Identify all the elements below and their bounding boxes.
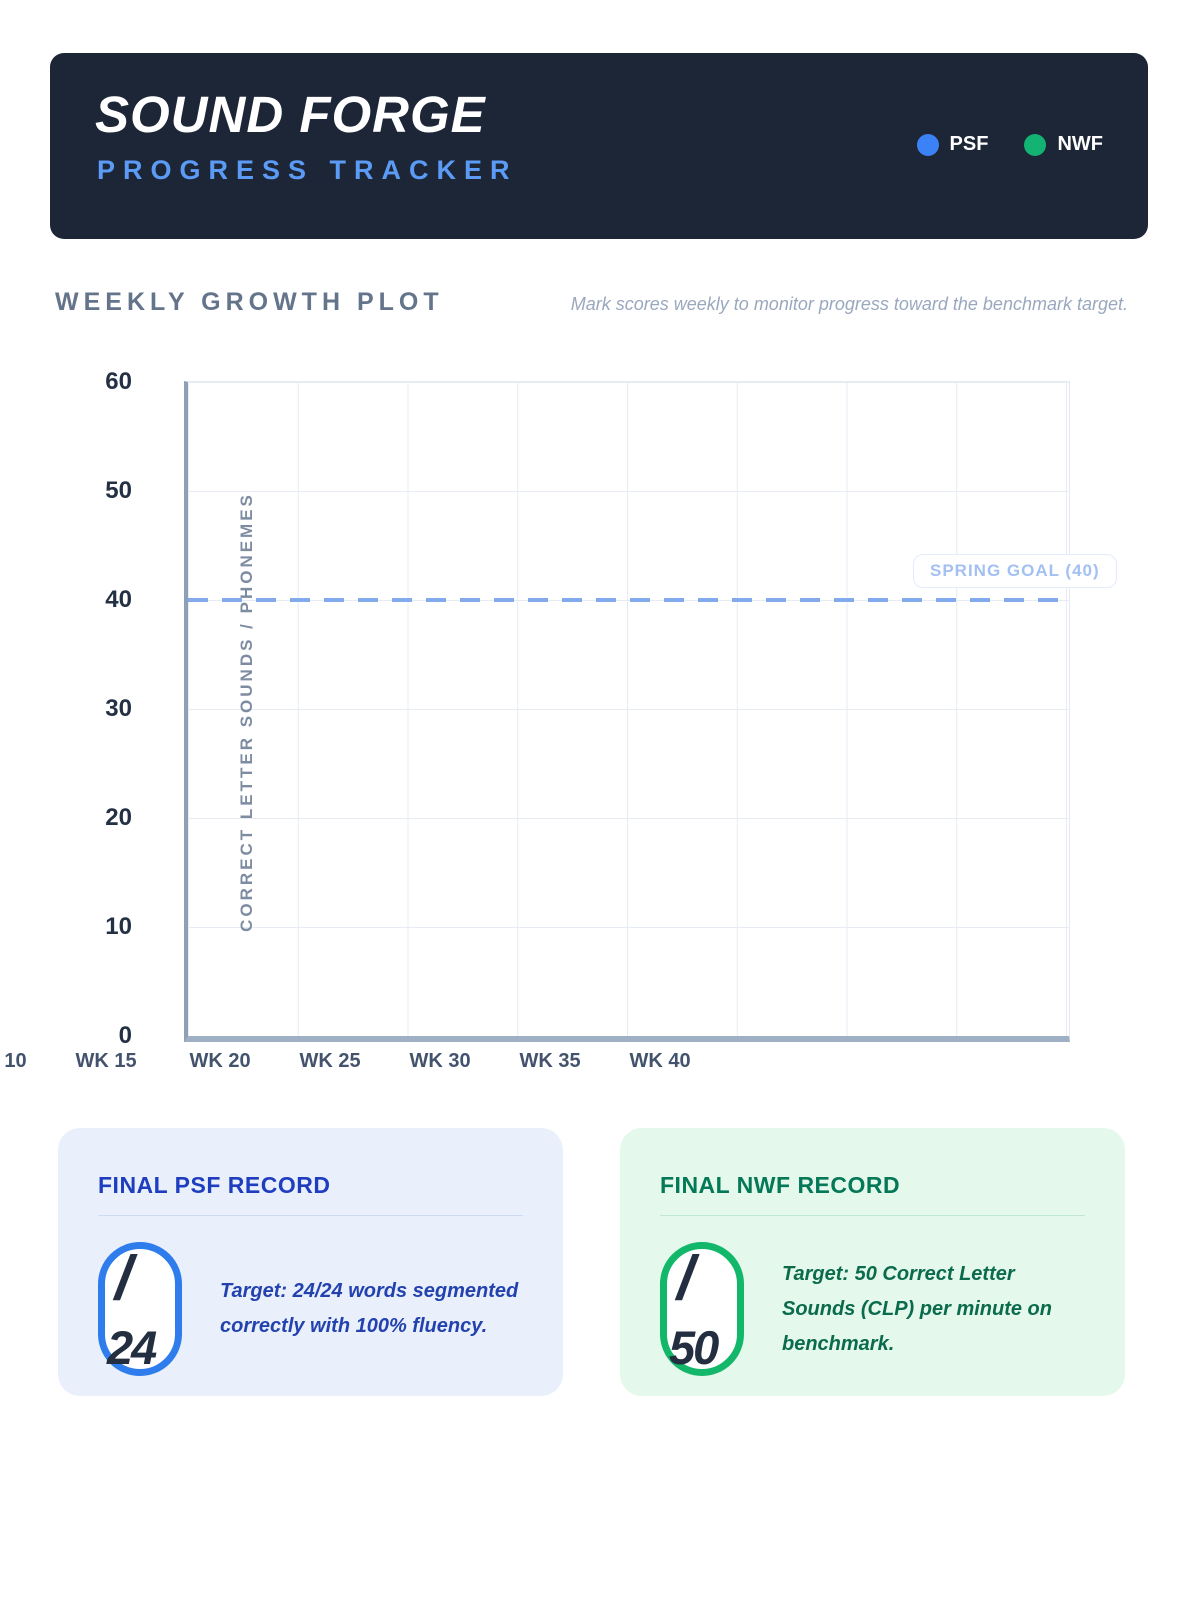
x-axis-tick-wk40: WK 40 (629, 1050, 691, 1072)
legend-item-nwf: NWF (1024, 133, 1103, 156)
chart-legend: PSF NWF (916, 133, 1103, 156)
psf-card-divider (98, 1215, 523, 1216)
y-axis-tick-50: 50 (105, 477, 132, 504)
nwf-target-description: Target: 50 Correct Letter Sounds (CLP) p… (782, 1262, 1052, 1355)
legend-nwf-label: NWF (1057, 133, 1103, 155)
x-axis-tick-wk15: WK 15 (75, 1050, 137, 1072)
x-axis-tick-wk25: WK 25 (299, 1050, 361, 1072)
y-axis-tick-60: 60 (105, 368, 132, 395)
y-axis-tick-40: 40 (105, 586, 132, 613)
x-axis-tick-wk30: WK 30 (409, 1050, 471, 1072)
y-axis-tick-0: 0 (118, 1022, 132, 1049)
x-axis-tick-wk10: WK 10 (0, 1050, 27, 1072)
x-axis-tick-wk20: WK 20 (189, 1050, 251, 1072)
nwf-score-pill: / 50 (660, 1242, 744, 1376)
nwf-dot-icon (1024, 133, 1047, 156)
psf-target-description: Target: 24/24 words segmented correctly … (220, 1280, 519, 1337)
section-subtitle: Mark scores weekly to monitor progress t… (570, 294, 1128, 314)
nwf-card-title: FINAL NWF RECORD (660, 1172, 901, 1198)
app-title: SOUND FORGE (95, 86, 486, 143)
y-axis-tick-30: 30 (105, 695, 132, 722)
spring-goal-label: SPRING GOAL (40) (913, 554, 1117, 588)
y-axis-tick-20: 20 (105, 804, 132, 831)
psf-dot-icon (916, 133, 939, 156)
psf-score-slash: / (115, 1244, 133, 1313)
section-heading-row: WEEKLY GROWTH PLOT Mark scores weekly to… (55, 288, 1128, 317)
section-title: WEEKLY GROWTH PLOT (55, 288, 444, 316)
app-subtitle: PROGRESS TRACKER (97, 155, 518, 185)
final-psf-record-card: FINAL PSF RECORD / 24 Target: 24/24 word… (58, 1128, 563, 1396)
x-axis-ticks: WK 10 WK 15 WK 20 WK 25 WK 30 WK 35 WK 4… (0, 1050, 1200, 1080)
y-axis-tick-10: 10 (105, 913, 132, 940)
nwf-score-denominator: 50 (669, 1321, 719, 1374)
legend-item-psf: PSF (916, 133, 989, 156)
y-axis-label: CORRECT LETTER SOUNDS / PHONEMES (237, 492, 256, 932)
final-nwf-record-card: FINAL NWF RECORD / 50 Target: 50 Correct… (620, 1128, 1125, 1396)
nwf-score-slash: / (677, 1244, 695, 1313)
nwf-card-body: / 50 Target: 50 Correct Letter Sounds (C… (660, 1242, 1085, 1376)
spring-goal-line (188, 598, 1066, 602)
psf-score-denominator: 24 (107, 1321, 157, 1374)
x-axis-tick-wk35: WK 35 (519, 1050, 581, 1072)
psf-card-body: / 24 Target: 24/24 words segmented corre… (98, 1242, 523, 1376)
psf-card-title: FINAL PSF RECORD (98, 1172, 331, 1198)
nwf-card-divider (660, 1215, 1085, 1216)
legend-psf-label: PSF (949, 133, 989, 155)
header-banner: SOUND FORGE PROGRESS TRACKER PSF NWF (50, 53, 1148, 239)
psf-score-pill: / 24 (98, 1242, 182, 1376)
plot-area (184, 381, 1070, 1042)
